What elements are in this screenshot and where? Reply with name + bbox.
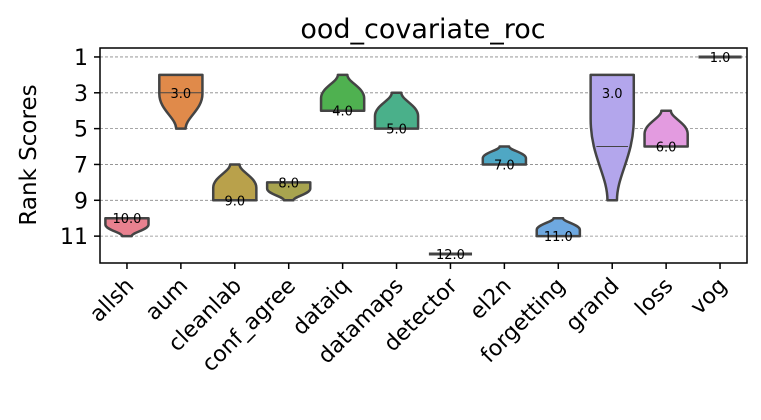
data-label-forgetting: 11.0	[544, 230, 573, 245]
plot-frame	[99, 47, 748, 264]
y-tick-label-3: 3	[74, 82, 88, 107]
y-tick-label-9: 9	[74, 189, 88, 214]
data-label-cleanlab: 9.0	[224, 194, 245, 209]
x-tick-label-loss: loss	[631, 274, 679, 322]
violin-forgetting: 11.0	[535, 216, 582, 245]
violins: 10.0 3.0 9.0 8.0 4.0 5.0 12.0 7.0 11.0 3.0 6.0 1.0	[104, 51, 742, 263]
data-label-datamaps: 5.0	[386, 123, 407, 138]
chart-title: ood_covariate_roc	[300, 14, 545, 45]
violin-allsh: 10.0	[104, 212, 150, 238]
violin-body-el2n	[481, 145, 528, 166]
violin-body-grand	[589, 73, 636, 202]
data-label-conf_agree: 8.0	[278, 176, 299, 191]
violin-body-conf_agree	[265, 181, 312, 202]
data-label-el2n: 7.0	[494, 158, 515, 173]
violin-datamaps: 5.0	[373, 91, 420, 138]
data-label-vog: 1.0	[710, 51, 731, 66]
y-tick-label-7: 7	[74, 153, 88, 178]
violin-body-aum	[158, 73, 204, 130]
violin-dataiq: 4.0	[319, 73, 366, 120]
violin-detector: 12.0	[428, 248, 473, 263]
violin-vog: 1.0	[698, 51, 742, 66]
grid-lines	[100, 56, 747, 237]
data-label-loss: 6.0	[656, 141, 677, 156]
data-label-dataiq: 4.0	[332, 105, 353, 120]
data-label-grand: 3.0	[602, 87, 623, 102]
data-label-detector: 12.0	[436, 248, 465, 263]
violin-loss: 6.0	[643, 109, 689, 156]
violin-el2n: 7.0	[481, 145, 528, 173]
x-ticks: allsh aumcleanlabconf_agreedataiqdatamaps…	[85, 263, 732, 377]
violin-cleanlab: 9.0	[211, 163, 258, 209]
data-label-aum: 3.0	[171, 87, 192, 102]
y-tick-label-5: 5	[74, 118, 88, 143]
x-tick-label-vog: vog	[686, 274, 732, 320]
x-tick-label-allsh: allsh	[85, 274, 139, 328]
violin-grand: 3.0	[589, 73, 636, 202]
data-label-allsh: 10.0	[112, 212, 141, 227]
y-tick-label-11: 11	[60, 225, 88, 250]
y-axis-label: Rank Scores	[16, 84, 42, 225]
violin-body-dataiq	[319, 73, 366, 112]
violin-body-loss	[643, 109, 689, 148]
violin-conf_agree: 8.0	[265, 176, 312, 202]
y-tick-label-1: 1	[74, 46, 88, 71]
violin-aum: 3.0	[158, 73, 204, 130]
violin-body-allsh	[104, 216, 150, 238]
y-ticks: 1 3 5 7 9 11	[60, 46, 100, 250]
x-tick-label-grand: grand	[561, 274, 624, 337]
